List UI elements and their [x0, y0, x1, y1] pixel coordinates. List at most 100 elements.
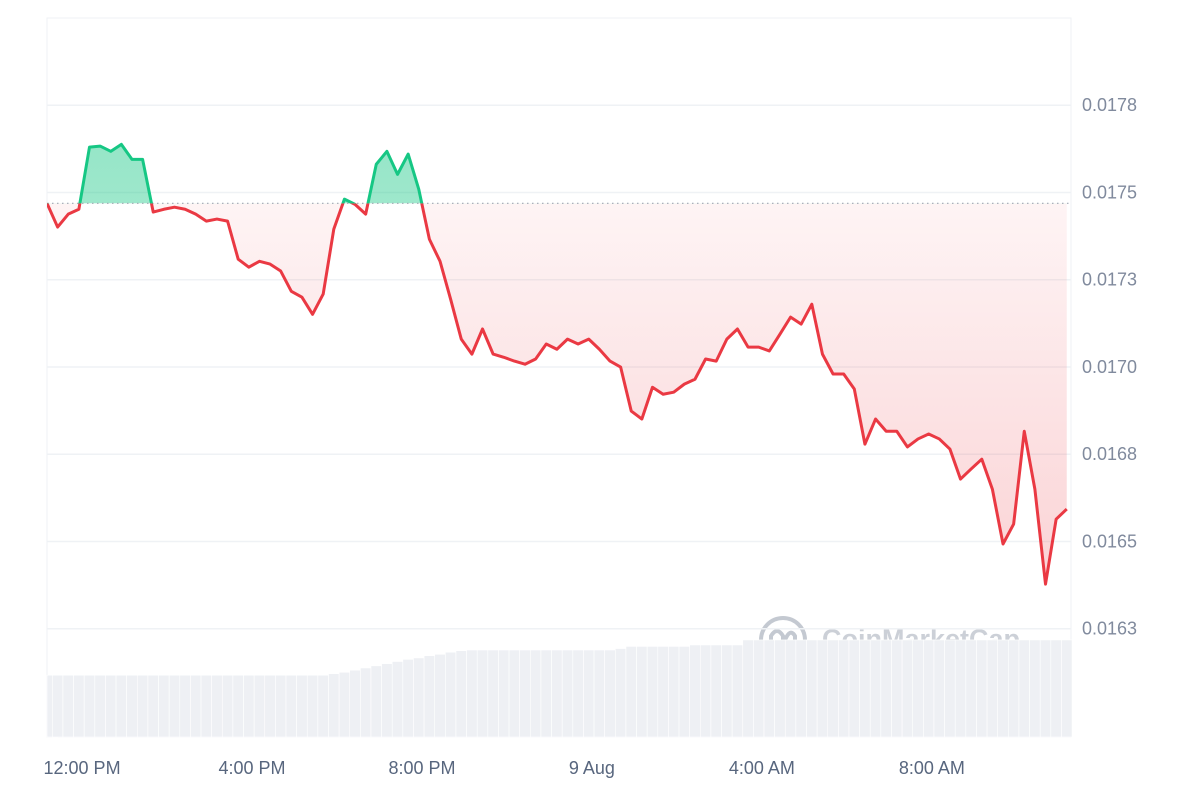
- volume-bar: [498, 649, 510, 738]
- volume-bar: [179, 674, 191, 738]
- volume-bar: [296, 674, 308, 738]
- volume-bar: [944, 639, 956, 738]
- volume-bar: [306, 674, 319, 738]
- volume-bar: [731, 644, 744, 738]
- volume-bar: [94, 674, 106, 738]
- volume-bar: [561, 649, 574, 738]
- volume-bar: [721, 644, 733, 738]
- volume-bar: [519, 649, 531, 738]
- volume-bar: [657, 646, 669, 738]
- volume-bar: [105, 674, 117, 738]
- volume-bar: [253, 674, 266, 738]
- volume-bar: [891, 639, 903, 738]
- volume-bar: [668, 646, 680, 738]
- volume-bar: [869, 639, 882, 738]
- y-tick-label: 0.0173: [1082, 270, 1137, 290]
- volume-bar: [753, 639, 765, 738]
- volume-bar: [625, 646, 637, 738]
- volume-bar: [62, 674, 74, 738]
- volume-bar: [954, 639, 967, 738]
- volume-bar: [73, 674, 85, 738]
- volume-bar: [986, 639, 999, 738]
- volume-bar: [455, 650, 467, 738]
- volume-bar: [275, 674, 287, 738]
- volume-bar: [136, 674, 149, 738]
- volume-bar: [816, 639, 829, 738]
- volume-bar: [1008, 639, 1020, 738]
- volume-bar: [901, 639, 914, 738]
- volume-bar: [232, 674, 244, 738]
- x-tick-label: 8:00 PM: [388, 758, 455, 778]
- volume-bar: [572, 649, 584, 738]
- volume-bar: [976, 639, 988, 738]
- volume-bar: [965, 639, 977, 738]
- volume-bar: [328, 673, 340, 738]
- volume-bar: [678, 646, 690, 738]
- volume-bar: [742, 639, 754, 738]
- volume-bar: [211, 674, 223, 738]
- volume-bar: [1029, 639, 1041, 738]
- volume-bar: [190, 674, 202, 738]
- volume-bar: [115, 674, 127, 738]
- volume-bar: [391, 661, 404, 738]
- volume-bar: [806, 639, 818, 738]
- volume-bar: [859, 639, 871, 738]
- volume-bar: [243, 674, 255, 738]
- y-tick-label: 0.0170: [1082, 357, 1137, 377]
- x-tick-label: 12:00 PM: [44, 758, 121, 778]
- volume-bar: [381, 663, 393, 738]
- volume-bar: [264, 674, 276, 738]
- volume-bar: [360, 667, 372, 738]
- volume-bar: [221, 674, 234, 738]
- volume-bar: [158, 674, 170, 738]
- volume-bar: [1061, 639, 1073, 738]
- volume-bar: [476, 649, 489, 738]
- volume-bar: [338, 671, 351, 738]
- volume-bar: [413, 657, 425, 738]
- volume-bar: [551, 649, 563, 738]
- volume-bar: [434, 654, 446, 738]
- volume-bar: [710, 644, 722, 738]
- volume-bar: [604, 649, 616, 738]
- volume-bar: [838, 639, 850, 738]
- volume-bar: [784, 639, 797, 738]
- y-tick-label: 0.0165: [1082, 531, 1137, 551]
- volume-bar: [285, 674, 297, 738]
- volume-bar: [317, 674, 329, 738]
- volume-bar: [912, 639, 924, 738]
- y-tick-label: 0.0168: [1082, 444, 1137, 464]
- volume-bar: [147, 674, 159, 738]
- volume-bar: [1039, 639, 1052, 738]
- volume-bar: [508, 649, 520, 738]
- volume-bar: [126, 674, 138, 738]
- volume-bar: [636, 646, 648, 738]
- y-tick-label: 0.0163: [1082, 619, 1137, 639]
- volume-bar: [52, 674, 64, 738]
- y-tick-label: 0.0178: [1082, 95, 1137, 115]
- volume-bar: [349, 669, 361, 738]
- volume-bar: [530, 649, 542, 738]
- volume-bar: [1050, 639, 1062, 738]
- volume-bar: [593, 649, 605, 738]
- x-tick-label: 8:00 AM: [899, 758, 965, 778]
- price-line: [47, 203, 1068, 586]
- area-down: [47, 203, 1067, 585]
- volume-bar: [168, 674, 181, 738]
- volume-bar: [646, 646, 659, 738]
- volume-bar: [997, 639, 1009, 738]
- volume-bar: [933, 639, 945, 738]
- volume-bar: [923, 639, 935, 738]
- volume-bar: [763, 639, 775, 738]
- x-tick-label: 9 Aug: [569, 758, 615, 778]
- volume-bar: [83, 674, 96, 738]
- volume-bar: [689, 644, 701, 738]
- volume-bar: [583, 649, 595, 738]
- x-tick-label: 4:00 PM: [218, 758, 285, 778]
- volume-bar: [445, 651, 457, 738]
- volume-bar: [1018, 639, 1030, 738]
- volume-bar: [880, 639, 892, 738]
- volume-bar: [699, 644, 712, 738]
- volume-bar: [402, 659, 414, 738]
- y-tick-label: 0.0175: [1082, 182, 1137, 202]
